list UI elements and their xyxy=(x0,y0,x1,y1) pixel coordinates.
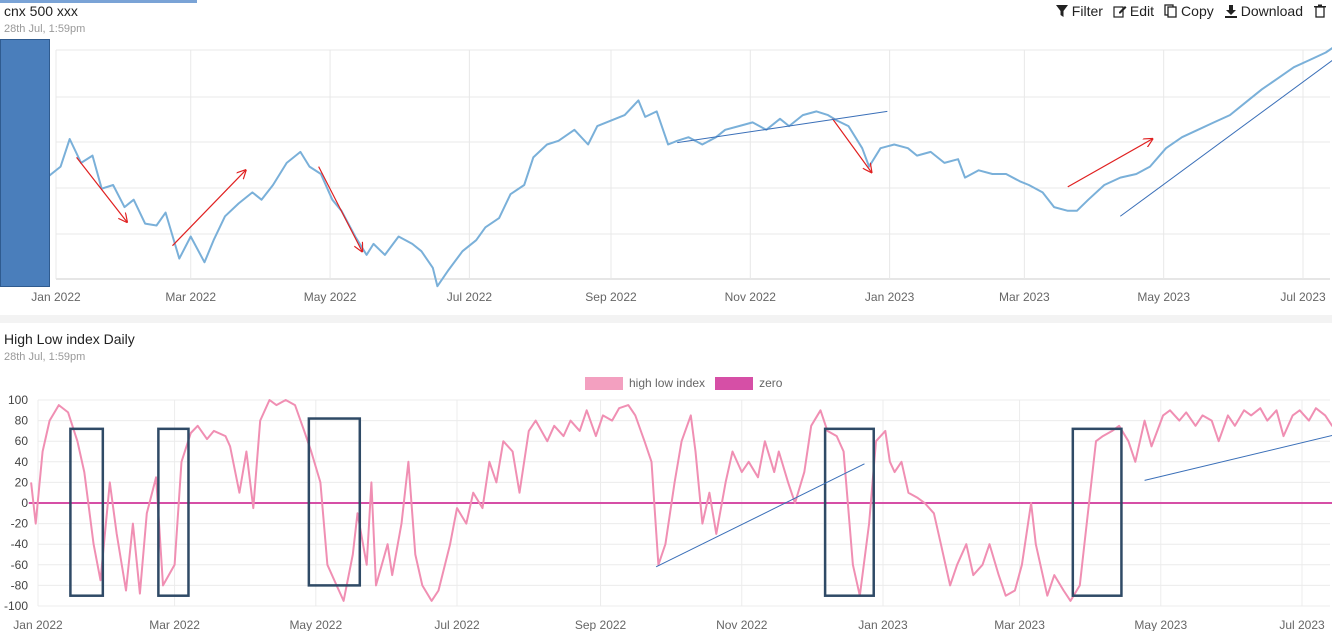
y-tick-label: -20 xyxy=(11,517,29,531)
high-low-index-line xyxy=(31,400,1332,601)
y-tick-label: 20 xyxy=(15,475,29,489)
x-tick-label: May 2022 xyxy=(289,618,342,631)
x-tick-label: Mar 2023 xyxy=(994,618,1045,631)
y-tick-label: 80 xyxy=(15,414,29,428)
x-tick-label: Nov 2022 xyxy=(716,618,768,631)
blue-trendline xyxy=(656,464,864,567)
y-tick-label: -40 xyxy=(11,537,29,551)
y-tick-label: 60 xyxy=(15,434,29,448)
annotation-box xyxy=(1073,429,1122,596)
x-tick-label: May 2023 xyxy=(1134,618,1187,631)
y-tick-label: -80 xyxy=(11,578,29,592)
x-tick-label: Mar 2022 xyxy=(149,618,200,631)
x-tick-label: Jul 2022 xyxy=(434,618,480,631)
x-tick-label: Sep 2022 xyxy=(575,618,627,631)
y-tick-label: 0 xyxy=(21,496,28,510)
y-tick-label: -100 xyxy=(4,599,28,613)
y-tick-label: -60 xyxy=(11,558,29,572)
x-tick-label: Jul 2023 xyxy=(1279,618,1325,631)
y-tick-label: 100 xyxy=(8,393,28,407)
y-tick-label: 40 xyxy=(15,455,29,469)
x-tick-label: Jan 2022 xyxy=(13,618,63,631)
blue-trendline xyxy=(1145,429,1332,481)
x-tick-label: Jan 2023 xyxy=(858,618,908,631)
